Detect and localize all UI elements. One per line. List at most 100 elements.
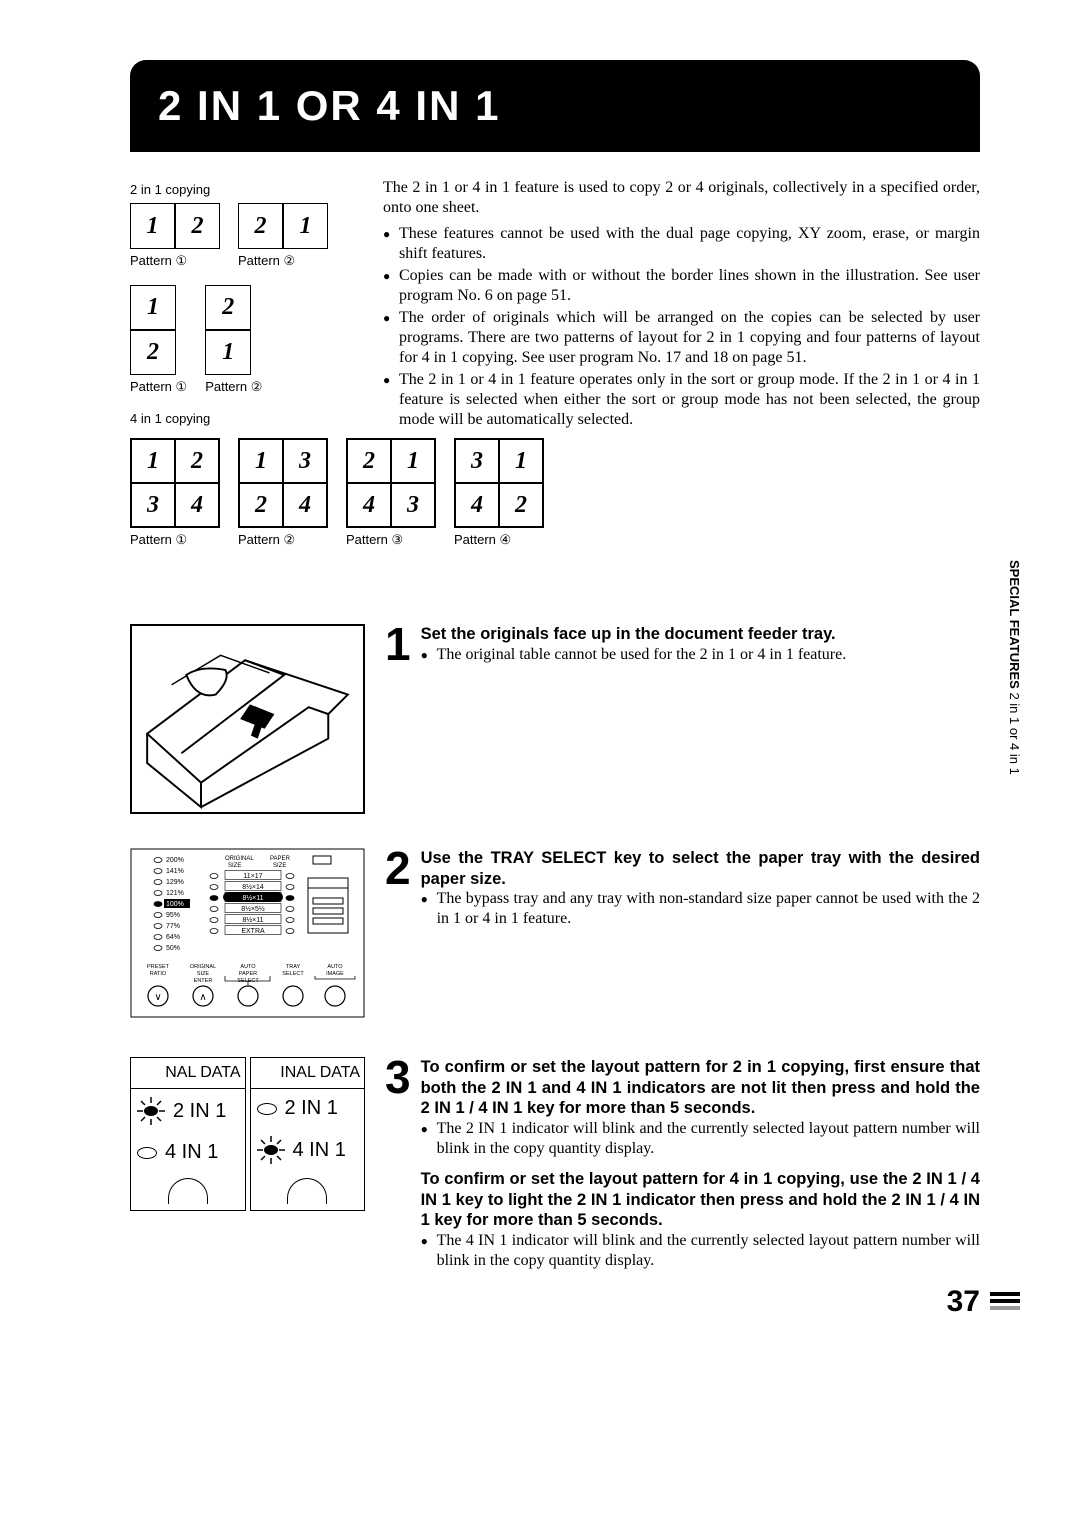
cell: 2	[131, 330, 175, 374]
page-title: 2 IN 1 OR 4 IN 1	[130, 60, 980, 152]
intro-bullet: These features cannot be used with the d…	[383, 224, 980, 264]
pattern-4in1-3: 2 1 4 3 Pattern ③	[346, 438, 436, 554]
intro-text-block: The 2 in 1 or 4 in 1 feature is used to …	[383, 178, 980, 432]
pattern-4in1-1: 1 2 3 4 Pattern ①	[130, 438, 220, 554]
svg-text:ENTER: ENTER	[194, 978, 213, 984]
step-2: 200%141%129%121%100%95%77%64%50% ORIGINA…	[130, 848, 980, 1023]
svg-text:95%: 95%	[166, 912, 180, 919]
step-heading: To confirm or set the layout pattern for…	[421, 1057, 980, 1119]
svg-text:100%: 100%	[166, 901, 184, 908]
svg-text:8½×5½: 8½×5½	[241, 905, 265, 913]
pattern-label: Pattern ②	[205, 379, 262, 395]
pattern-label: Pattern ①	[130, 253, 220, 269]
label-2in1: 2 in 1 copying	[130, 182, 365, 197]
svg-text:141%: 141%	[166, 868, 184, 875]
pattern-2in1-h-1: 1 2 Pattern ①	[130, 203, 220, 275]
indicator-label: 4 IN 1	[165, 1141, 218, 1164]
cell: 1	[391, 439, 435, 483]
pattern-2in1-v-1: 1 2 Pattern ①	[130, 285, 187, 401]
cell: 3	[391, 483, 435, 527]
pattern-4in1-2: 1 3 2 4 Pattern ②	[238, 438, 328, 554]
pattern-4in1-4: 3 1 4 2 Pattern ④	[454, 438, 544, 554]
svg-text:50%: 50%	[166, 945, 180, 952]
indicator-panel-left: NAL DATA 2 IN 1 4 IN 1	[130, 1057, 246, 1211]
cell: 1	[131, 204, 175, 248]
svg-text:PRESET: PRESET	[147, 964, 170, 970]
step-heading: Use the TRAY SELECT key to select the pa…	[421, 848, 980, 889]
pattern-2in1-v-2: 2 1 Pattern ②	[205, 285, 262, 401]
cell: 1	[131, 286, 175, 330]
cell: 2	[239, 204, 283, 248]
led-off-icon	[137, 1147, 157, 1159]
cell: 1	[239, 439, 283, 483]
svg-text:∨: ∨	[154, 992, 161, 1003]
cell: 2	[347, 439, 391, 483]
cell: 3	[283, 439, 327, 483]
label-4in1: 4 in 1 copying	[130, 411, 365, 426]
pattern-diagrams-4in1: 1 2 3 4 Pattern ① 1 3 2 4 Pattern ② 2 1 …	[130, 438, 980, 554]
cell: 1	[131, 439, 175, 483]
svg-text:ORIGINAL: ORIGINAL	[225, 856, 254, 862]
step-heading-secondary: To confirm or set the layout pattern for…	[421, 1169, 980, 1231]
indicator-label: 4 IN 1	[293, 1139, 346, 1162]
indicator-header: NAL DATA	[131, 1058, 245, 1089]
svg-text:SELECT: SELECT	[282, 971, 304, 977]
intro-bullets: These features cannot be used with the d…	[383, 224, 980, 430]
svg-text:TRAY: TRAY	[286, 964, 301, 970]
step-heading: Set the originals face up in the documen…	[421, 624, 980, 645]
indicator-panels: NAL DATA 2 IN 1 4 IN 1 INAL DATA	[130, 1057, 365, 1211]
svg-text:SIZE: SIZE	[273, 863, 286, 869]
indicator-button[interactable]	[168, 1178, 208, 1204]
intro-bullet: Copies can be made with or without the b…	[383, 266, 980, 306]
indicator-button[interactable]	[287, 1178, 327, 1204]
indicator-row-4in1: 4 IN 1	[131, 1133, 245, 1172]
cell: 2	[175, 439, 219, 483]
side-tab: SPECIAL FEATURES 2 in 1 or 4 in 1	[1005, 560, 1022, 775]
step-number: 1	[385, 624, 411, 814]
svg-text:200%: 200%	[166, 857, 184, 864]
svg-text:AUTO: AUTO	[327, 964, 343, 970]
svg-text:PAPER: PAPER	[239, 971, 257, 977]
cell: 2	[206, 286, 250, 330]
cell: 1	[206, 330, 250, 374]
indicator-panel-right: INAL DATA 2 IN 1 4 IN 1	[250, 1057, 366, 1211]
cell: 4	[347, 483, 391, 527]
cell: 3	[131, 483, 175, 527]
cell: 4	[283, 483, 327, 527]
pattern-label: Pattern ②	[238, 253, 328, 269]
svg-text:AUTO: AUTO	[240, 964, 256, 970]
page-number: 37	[947, 1285, 980, 1319]
indicator-row-2in1: 2 IN 1	[131, 1089, 245, 1133]
svg-text:ORIGINAL: ORIGINAL	[190, 964, 216, 970]
cell: 3	[455, 439, 499, 483]
intro-bullet: The 2 in 1 or 4 in 1 feature operates on…	[383, 370, 980, 430]
svg-text:77%: 77%	[166, 923, 180, 930]
svg-text:SIZE: SIZE	[228, 863, 241, 869]
svg-text:129%: 129%	[166, 879, 184, 886]
pattern-label: Pattern ③	[346, 532, 436, 548]
svg-text:EXTRA: EXTRA	[241, 928, 265, 935]
svg-text:IMAGE: IMAGE	[326, 971, 344, 977]
step-1: 1 Set the originals face up in the docum…	[130, 624, 980, 814]
svg-text:∧: ∧	[199, 992, 206, 1003]
page-decor-bars	[990, 1292, 1020, 1313]
svg-text:RATIO: RATIO	[150, 971, 167, 977]
indicator-row-2in1: 2 IN 1	[251, 1089, 365, 1128]
cell: 1	[499, 439, 543, 483]
svg-text:8½×11: 8½×11	[242, 894, 263, 902]
svg-text:PAPER: PAPER	[270, 856, 291, 862]
led-off-icon	[257, 1103, 277, 1115]
pattern-label: Pattern ①	[130, 379, 187, 395]
control-panel-illustration: 200%141%129%121%100%95%77%64%50% ORIGINA…	[130, 848, 365, 1018]
svg-text:8½×11: 8½×11	[242, 916, 263, 924]
step-number: 3	[385, 1057, 411, 1273]
cell: 4	[175, 483, 219, 527]
cell: 2	[499, 483, 543, 527]
step-bullet: The bypass tray and any tray with non-st…	[421, 889, 980, 929]
copier-illustration	[130, 624, 365, 814]
pattern-diagrams-2in1: 2 in 1 copying 1 2 Pattern ① 2 1 Pattern…	[130, 178, 365, 432]
pattern-label: Pattern ①	[130, 532, 220, 548]
step-bullet: The 4 IN 1 indicator will blink and the …	[421, 1231, 980, 1271]
step-bullet: The original table cannot be used for th…	[421, 645, 980, 665]
cell: 1	[283, 204, 327, 248]
